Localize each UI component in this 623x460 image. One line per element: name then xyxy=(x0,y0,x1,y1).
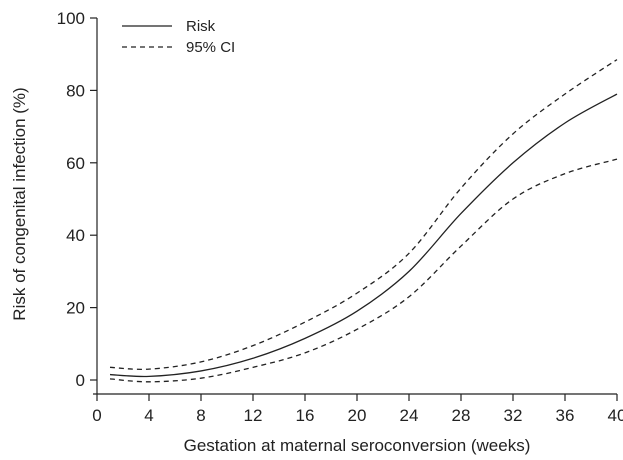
y-tick-label: 40 xyxy=(66,226,85,245)
x-tick-label: 4 xyxy=(144,406,153,425)
series-group xyxy=(109,59,618,383)
x-tick-label: 40 xyxy=(608,406,623,425)
x-tick-label: 32 xyxy=(504,406,523,425)
ci-upper-line xyxy=(109,59,618,370)
axes xyxy=(93,18,617,395)
y-tick-label: 0 xyxy=(76,371,85,390)
legend: Risk 95% CI xyxy=(122,18,235,56)
y-tick-label: 60 xyxy=(66,154,85,173)
y-tick-label: 100 xyxy=(57,9,85,28)
x-tick-label: 36 xyxy=(556,406,575,425)
x-tick-label: 28 xyxy=(452,406,471,425)
x-tick-label: 12 xyxy=(244,406,263,425)
legend-risk-label: Risk xyxy=(186,18,216,35)
y-tick-label: 20 xyxy=(66,299,85,318)
x-tick-label: 20 xyxy=(348,406,367,425)
risk-line xyxy=(109,93,618,378)
x-tick-label: 8 xyxy=(196,406,205,425)
ci-lower-line xyxy=(109,158,618,383)
y-axis-title: Risk of congenital infection (%) xyxy=(10,87,29,320)
x-tick-label: 16 xyxy=(296,406,315,425)
y-tick-label: 80 xyxy=(66,81,85,100)
x-axis-title: Gestation at maternal seroconversion (we… xyxy=(184,436,531,455)
ticks: 0 20 40 60 80 100 0 4 8 12 16 20 24 28 32 36 40 xyxy=(57,9,623,425)
legend-ci-label: 95% CI xyxy=(186,39,235,56)
x-tick-label: 0 xyxy=(92,406,101,425)
x-tick-label: 24 xyxy=(400,406,419,425)
